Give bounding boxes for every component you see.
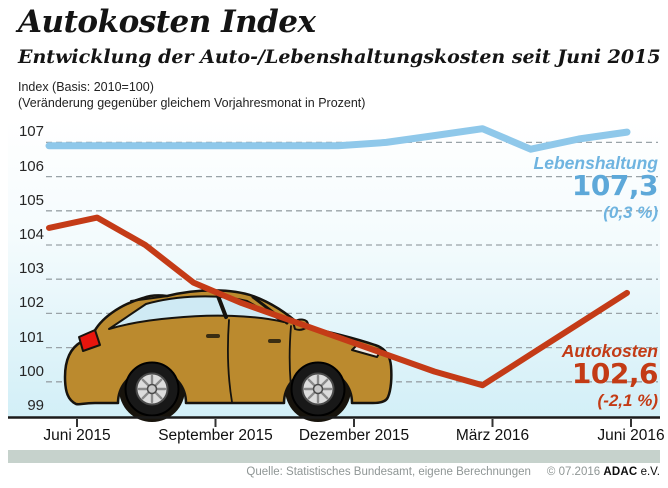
footer: Quelle: Statistisches Bundesamt, eigene …: [0, 466, 660, 478]
footer-divider-bar: [8, 450, 660, 463]
adac-logo-text: ADAC e.V.: [603, 466, 660, 478]
car-door-seams: [227, 319, 294, 403]
copyright: © 07.2016: [546, 466, 601, 478]
rear-wheel-arch: [119, 356, 185, 422]
car-windows: [108, 295, 285, 330]
autokosten-label: Autokosten: [561, 341, 658, 361]
car-taillight: [78, 329, 101, 352]
x-tick-dezember-2015: Dezember 2015: [298, 427, 410, 444]
car-door-handle: [268, 339, 281, 343]
car-door-handle: [206, 334, 220, 338]
y-tick-99: 99: [27, 397, 44, 414]
y-tick-101: 101: [18, 328, 44, 346]
car-mirror: [292, 318, 309, 331]
x-tick-juni-2016: Juni 2016: [597, 427, 665, 444]
y-tick-102: 102: [18, 294, 44, 312]
lebenshaltung-value: 107,3: [571, 169, 659, 202]
x-axis: [8, 416, 660, 427]
car-a-pillar: [251, 295, 289, 325]
lebenshaltung-change: (0,3 %): [603, 203, 658, 222]
autokosten-change: (-2,1 %): [597, 391, 658, 410]
source-credit: Quelle: Statistisches Bundesamt, eigene …: [246, 466, 531, 478]
y-tick-104: 104: [18, 226, 44, 243]
y-tick-105: 105: [18, 191, 44, 209]
y-tick-106: 106: [18, 157, 44, 175]
rear-wheel: [124, 361, 180, 417]
yoy-change-note: (Veränderung gegenüber gleichem Vorjahre…: [18, 96, 366, 110]
front-wheel-arch: [285, 356, 351, 422]
car-illustration: [63, 289, 393, 422]
y-tick-100: 100: [18, 362, 44, 380]
y-tick-103: 103: [18, 260, 44, 278]
lebenshaltung-label: Lebenshaltung: [533, 153, 658, 173]
car-b-pillar: [216, 294, 228, 319]
y-tick-107: 107: [18, 123, 44, 141]
page-subtitle: Entwicklung der Auto-/Lebenshaltungskost…: [18, 46, 661, 68]
x-tick-juni-2015: Juni 2015: [43, 427, 111, 444]
autokosten-value: 102,6: [571, 357, 659, 390]
car-body: [63, 289, 393, 406]
car-headlight: [351, 343, 382, 358]
car-spoiler-line: [130, 295, 169, 302]
x-tick-märz-2016: März 2016: [455, 427, 530, 444]
front-wheel: [290, 361, 346, 417]
index-basis-note: Index (Basis: 2010=100): [18, 80, 154, 94]
page-title: Autokosten Index: [18, 4, 316, 40]
x-tick-september-2015: September 2015: [158, 427, 273, 444]
